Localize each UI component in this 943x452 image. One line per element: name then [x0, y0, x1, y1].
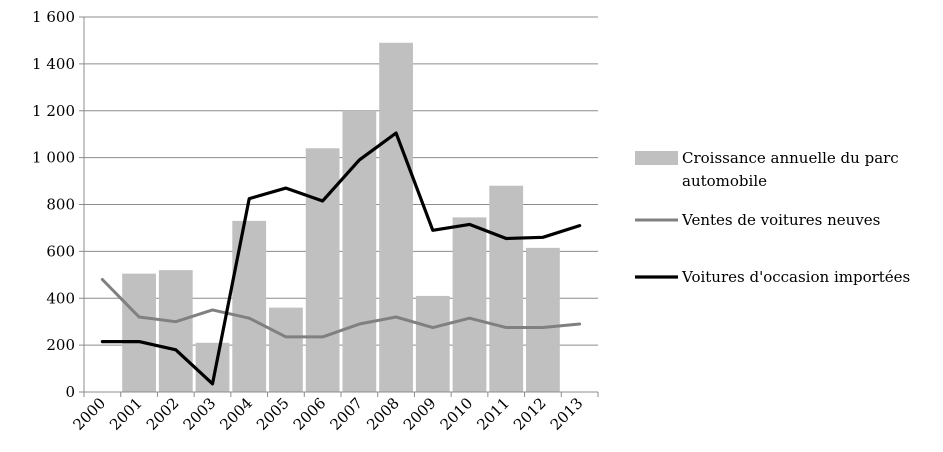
y-tick-label: 1 200 [32, 102, 75, 120]
bar [526, 247, 560, 392]
x-tick-label: 2005 [253, 394, 293, 434]
bar [158, 270, 193, 392]
legend-label-bar: Croissance annuelle du parc [682, 149, 899, 167]
x-tick-label: 2002 [143, 394, 183, 434]
x-tick-label: 2007 [326, 394, 366, 434]
x-tick-label: 2012 [510, 394, 550, 434]
bar [342, 110, 377, 392]
y-tick-label: 1 000 [32, 149, 75, 167]
bar [122, 273, 156, 392]
bar [452, 217, 487, 392]
x-tick-label: 2000 [69, 394, 109, 434]
legend-label-bar: automobile [682, 172, 767, 190]
y-tick-label: 1 600 [32, 8, 75, 26]
x-tick-label: 2013 [547, 394, 587, 434]
used-imports-line [100, 131, 582, 386]
x-tick-label: 2009 [400, 394, 440, 434]
x-tick-label: 2008 [363, 394, 403, 434]
bar [415, 295, 450, 392]
y-tick-labels: 0 200 400 600 800 1 000 1 200 1 400 1 600 [32, 8, 75, 401]
bar [489, 185, 524, 392]
bar-series [122, 42, 560, 392]
x-tick-label: 2003 [180, 394, 220, 434]
bar [269, 307, 303, 392]
y-tick-label: 400 [46, 289, 75, 307]
legend-label-used-imports: Voitures d'occasion importées [681, 268, 910, 286]
x-tick-label: 2001 [106, 394, 146, 434]
y-tick-label: 0 [65, 383, 75, 401]
y-tick-label: 200 [46, 336, 75, 354]
x-tick-label: 2004 [216, 394, 256, 434]
line-series [100, 131, 582, 386]
legend: Croissance annuelle du parc automobile Ven… [635, 149, 910, 286]
bar [232, 220, 267, 392]
bar [305, 148, 340, 392]
x-tick-labels: 2000200120022003200420052006200720082009… [69, 394, 586, 434]
y-tick-label: 800 [46, 196, 75, 214]
x-tick-label: 2010 [437, 394, 477, 434]
x-tick-label: 2006 [290, 394, 330, 434]
x-tick-label: 2011 [473, 394, 513, 434]
legend-label-new-sales: Ventes de voitures neuves [681, 211, 880, 229]
new-sales-line [100, 278, 582, 339]
axes [79, 16, 599, 397]
y-tick-label: 600 [46, 242, 75, 260]
y-tick-label: 1 400 [32, 55, 75, 73]
bar [379, 42, 413, 392]
legend-swatch-bar [635, 151, 678, 165]
